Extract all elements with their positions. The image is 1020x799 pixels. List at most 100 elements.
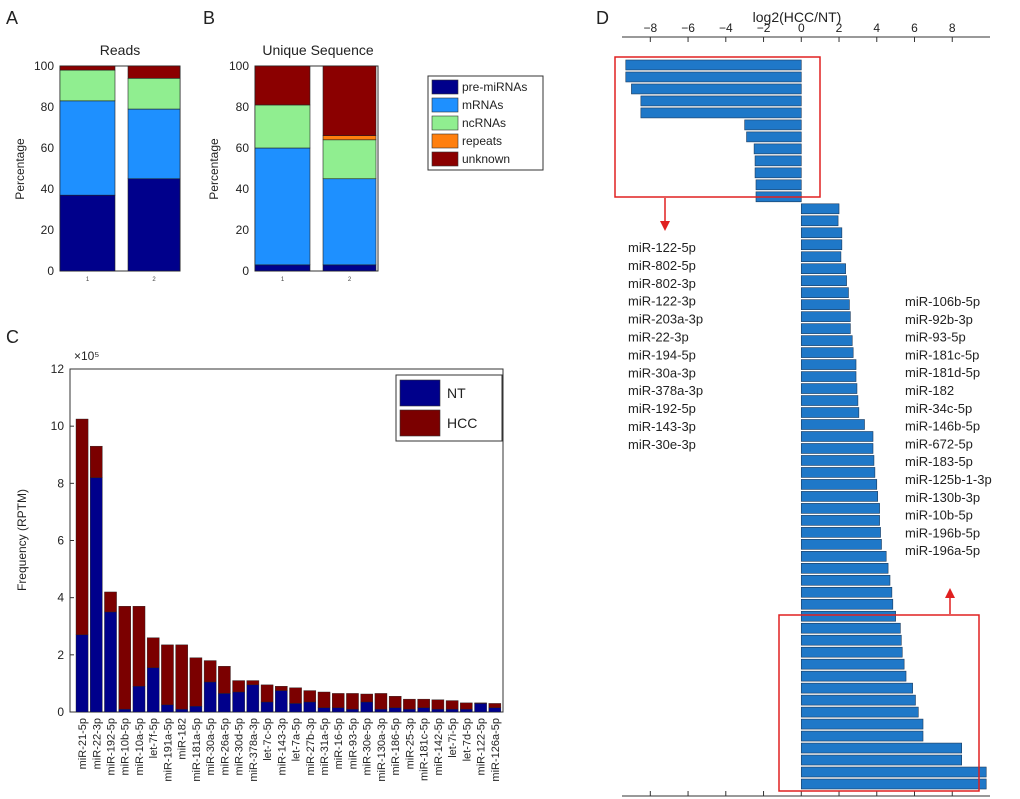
panel-c-bar-segment: [218, 666, 231, 694]
panel-c-bar-segment: [332, 693, 345, 708]
panel-c-scale-label: ×10⁵: [74, 349, 99, 363]
up-mirna-label: miR-130b-3p: [905, 490, 980, 505]
panel-b-ytick-label: 0: [242, 264, 249, 278]
panel-a-ytick-label: 100: [34, 59, 54, 73]
panel-c-xtick-label: miR-126a-5p: [490, 718, 502, 782]
panel-d-bar: [800, 251, 842, 263]
panel-d-xtick-label: 6: [911, 21, 918, 35]
downregulated-highlight-box: [614, 56, 821, 198]
panel-d-xtick-label: −4: [719, 21, 733, 35]
panel-c-bar-segment: [303, 690, 317, 703]
upregulated-mirna-list: miR-106b-5p miR-92b-3p miR-93-5p miR-181c-5…: [905, 294, 992, 558]
panel-d-bar: [800, 634, 902, 646]
panel-c-bar-segment: [75, 418, 89, 636]
legend-label: ncRNAs: [462, 116, 506, 130]
panel-c-ytick-label: 10: [51, 419, 65, 433]
legend-label: pre-miRNAs: [462, 80, 527, 94]
panel-c-ytick-label: 6: [57, 534, 64, 548]
panel-d-bar: [800, 287, 849, 298]
panel-c-xtick-label: miR-22-3p: [91, 718, 103, 769]
panel-c-xtick-label: miR-142-5p: [433, 718, 445, 775]
up-mirna-label: miR-181c-5p: [905, 347, 979, 362]
panel-d-plot: −8 −6 −4 −2 0 2 4 6 8: [622, 21, 990, 797]
panel-d-bar: [800, 586, 893, 598]
panel-d-bar: [754, 155, 802, 167]
panel-d-bar: [800, 515, 880, 526]
panel-c-bar-segment: [118, 708, 131, 713]
panel-d-bar: [800, 227, 843, 239]
up-mirna-label: miR-93-5p: [905, 330, 966, 345]
panel-c-bar-segment: [189, 657, 203, 707]
panel-c-xtick-label: miR-26a-5p: [219, 718, 231, 775]
panel-b-bar-segment: [322, 264, 377, 272]
panel-d-xtick-label: −8: [643, 21, 657, 35]
panel-c-bar-segment: [260, 701, 274, 713]
panel-c-bar-segment: [275, 686, 288, 691]
panel-c-xtick-label: miR-16-5p: [333, 718, 345, 769]
panel-c-xtick-label: miR-10a-5p: [134, 718, 146, 775]
panel-d-bar: [800, 455, 875, 466]
panel-c-bar-segment: [474, 703, 487, 713]
panel-c-xtick-label: miR-31a-5p: [319, 718, 331, 775]
panel-c-bar-segment: [488, 707, 502, 713]
panel-a-ytick-label: 20: [41, 223, 55, 237]
panel-a-bar-segment: [59, 65, 116, 71]
panel-c-bar-segment: [260, 684, 274, 703]
panel-c-bar-segment: [445, 708, 459, 713]
legend-label: unknown: [462, 152, 510, 166]
panel-c-bar-segment: [388, 696, 402, 708]
panel-d-bar: [800, 407, 860, 418]
panel-a-ytick-label: 80: [41, 100, 55, 114]
panel-c-bar-segment: [403, 698, 416, 710]
panel-c-bar-segment: [289, 687, 302, 704]
panel-c-bar-segment: [460, 702, 473, 710]
panel-d-xtick-label: 8: [949, 21, 956, 35]
panel-c-xtick-label: miR-27b-3p: [305, 718, 317, 775]
downregulated-mirna-list: miR-122-5p miR-802-5p miR-802-3p miR-122-3p…: [628, 240, 703, 452]
panel-d-bar: [800, 203, 840, 215]
panel-c-bar-segment: [189, 706, 203, 713]
panel-d-bar: [640, 107, 802, 119]
panel-d-bar: [800, 527, 881, 538]
panel-c-bar-segment: [332, 707, 345, 713]
panel-d-bar: [800, 563, 889, 574]
panel-c-bar-segment: [132, 606, 146, 687]
panel-c-xtick-label: miR-181a-5p: [191, 718, 203, 782]
panel-c-xtick-label: miR-182: [177, 718, 189, 760]
up-mirna-label: miR-34c-5p: [905, 401, 972, 416]
panel-b-ylabel: Percentage: [207, 138, 221, 200]
panel-c-bar-segment: [374, 693, 388, 710]
panel-b-ytick-label: 80: [236, 100, 250, 114]
panel-d-xtick-label: 2: [836, 21, 843, 35]
up-arrow-head: [945, 588, 955, 598]
panel-c-ytick-label: 12: [51, 362, 65, 376]
panel-b-title: Unique Sequence: [262, 42, 374, 58]
panel-c-xtick-label: miR-30e-5p: [362, 718, 374, 775]
panel-d-bar: [800, 419, 865, 430]
panel-a-xtick-label: 1: [86, 277, 90, 283]
panel-c-xtick-label: miR-192-5p: [106, 718, 118, 775]
panel-c-bar-segment: [360, 693, 373, 703]
panel-d-bar: [800, 598, 894, 610]
panel-c-xtick-label: miR-186-5p: [390, 718, 402, 775]
panel-c-bar-segment: [346, 693, 359, 710]
down-mirna-label: miR-192-5p: [628, 401, 696, 416]
panel-c-bar-segment: [303, 701, 317, 713]
panel-d-bar: [800, 335, 853, 346]
up-mirna-label: miR-196a-5p: [905, 543, 980, 558]
panel-b-ytick-label: 60: [236, 141, 250, 155]
down-mirna-label: miR-378a-3p: [628, 383, 703, 398]
panel-c-bar-segment: [275, 690, 288, 713]
panel-c-bar-segment: [431, 699, 445, 710]
panel-d-title: log2(HCC/NT): [753, 9, 842, 25]
panel-d-bar: [800, 371, 857, 382]
panel-b-plot: 0 20 40 60 80 100 1 2: [229, 59, 379, 283]
up-mirna-label: miR-10b-5p: [905, 508, 973, 523]
panel-c-xtick-label: miR-10b-5p: [120, 718, 132, 775]
down-mirna-label: miR-22-3p: [628, 330, 689, 345]
up-mirna-label: miR-672-5p: [905, 436, 973, 451]
panel-d-bar: [800, 658, 905, 670]
panel-d-bar: [800, 275, 847, 286]
panel-d-bar: [800, 383, 858, 394]
up-mirna-label: miR-146b-5p: [905, 419, 980, 434]
